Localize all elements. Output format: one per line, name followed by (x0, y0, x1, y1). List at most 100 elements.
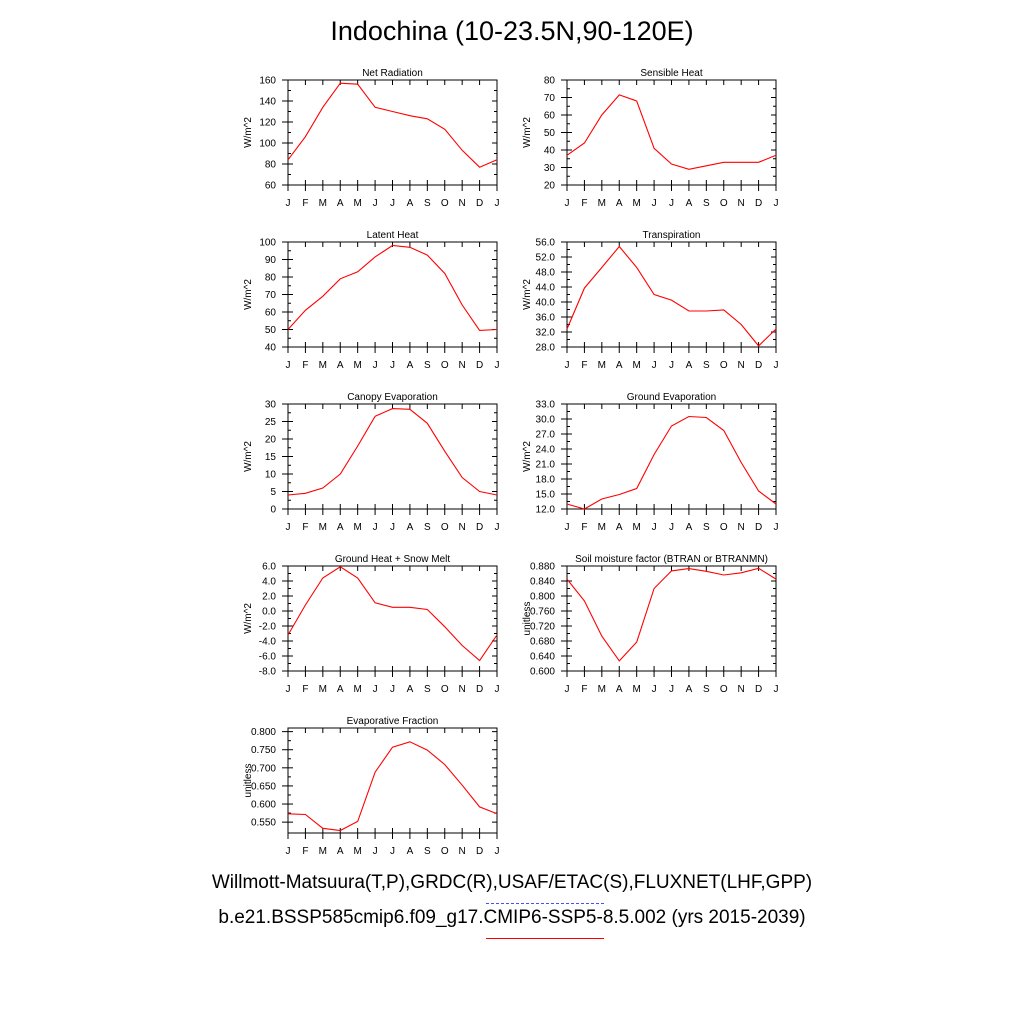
soil-moisture-factor-btran-or-btranmn-xtick-label: A (616, 684, 623, 695)
latent-heat-xtick-label: M (353, 360, 361, 371)
transpiration-xtick-label: S (703, 360, 710, 371)
sensible-heat-ytick-label: 40 (544, 146, 556, 157)
evaporative-fraction-ytick-label: 0.750 (251, 745, 276, 756)
ground-evaporation-ytick-label: 24.0 (536, 445, 556, 456)
latent-heat-xtick-label: M (319, 360, 327, 371)
canopy-evaporation-xtick-label: F (302, 522, 308, 533)
canopy-evaporation-ytick-label: 15 (265, 452, 277, 463)
latent-heat-xtick-label: N (459, 360, 466, 371)
evaporative-fraction-title: Evaporative Fraction (347, 716, 439, 727)
sensible-heat-ytick-label: 20 (544, 181, 556, 192)
soil-moisture-factor-btran-or-btranmn-ytick-label: 0.840 (530, 577, 555, 588)
ground-heat-snow-melt-xtick-label: M (319, 684, 327, 695)
soil-moisture-factor-btran-or-btranmn-ytick-label: 0.680 (530, 637, 555, 648)
soil-moisture-factor-btran-or-btranmn-ytick-label: 0.640 (530, 652, 555, 663)
ground-evaporation-ytick-label: 33.0 (536, 400, 556, 411)
transpiration-ytick-label: 28.0 (536, 343, 556, 354)
net-radiation-ytick-label: 80 (265, 160, 277, 171)
evaporative-fraction-ytick-label: 0.650 (251, 781, 276, 792)
sensible-heat-xtick-label: S (703, 198, 710, 209)
canopy-evaporation-xtick-label: N (459, 522, 466, 533)
transpiration-xtick-label: O (720, 360, 728, 371)
evaporative-fraction-xtick-label: F (302, 846, 308, 857)
ground-evaporation-xtick-label: M (632, 522, 640, 533)
net-radiation-xtick-label: F (302, 198, 308, 209)
ground-heat-snow-melt-ytick-label: -4.0 (259, 637, 277, 648)
net-radiation-xtick-label: N (459, 198, 466, 209)
ground-heat-snow-melt-xtick-label: S (424, 684, 431, 695)
transpiration-ytick-label: 52.0 (536, 253, 556, 264)
model-legend-label: b.e21.BSSP585cmip6.f09_g17.CMIP6-SSP5-8.… (218, 907, 806, 928)
sensible-heat-series-line (566, 94, 777, 170)
net-radiation-xtick-label: A (407, 198, 414, 209)
canopy-evaporation-ylabel: W/m^2 (243, 441, 254, 472)
sensible-heat-xtick-label: F (581, 198, 587, 209)
sensible-heat-xtick-label: D (755, 198, 762, 209)
sensible-heat-xtick-label: J (565, 198, 570, 209)
evaporative-fraction-xtick-label: M (319, 846, 327, 857)
latent-heat-ytick-label: 50 (265, 325, 277, 336)
ground-heat-snow-melt-ytick-label: 0.0 (262, 607, 276, 618)
net-radiation-xtick-label: D (476, 198, 483, 209)
ground-evaporation-ytick-label: 30.0 (536, 415, 556, 426)
net-radiation-xtick-label: M (353, 198, 361, 209)
net-radiation-frame (287, 79, 498, 186)
evaporative-fraction-series-line (287, 741, 498, 832)
latent-heat-xtick-label: F (302, 360, 308, 371)
latent-heat-xtick-label: J (495, 360, 500, 371)
ground-evaporation-ylabel: W/m^2 (522, 441, 533, 472)
soil-moisture-factor-btran-or-btranmn-xtick-label: F (581, 684, 587, 695)
canopy-evaporation-xtick-label: A (407, 522, 414, 533)
evaporative-fraction-xtick-label: J (286, 846, 291, 857)
ground-evaporation-xtick-label: N (738, 522, 745, 533)
ground-heat-snow-melt-xtick-label: J (286, 684, 291, 695)
canopy-evaporation-ytick-label: 10 (265, 470, 277, 481)
net-radiation-ylabel: W/m^2 (243, 117, 254, 148)
ground-heat-snow-melt-ytick-label: 2.0 (262, 592, 276, 603)
latent-heat-ytick-label: 100 (259, 238, 276, 249)
ground-heat-snow-melt-xtick-label: J (390, 684, 395, 695)
evaporative-fraction-xtick-label: S (424, 846, 431, 857)
ground-evaporation-xtick-label: M (598, 522, 606, 533)
ground-evaporation-ytick-label: 21.0 (536, 460, 556, 471)
ground-evaporation-xtick-label: J (652, 522, 657, 533)
evaporative-fraction-ylabel: unitless (243, 764, 254, 798)
ground-evaporation-ytick-label: 27.0 (536, 430, 556, 441)
latent-heat-ytick-label: 80 (265, 273, 277, 284)
canopy-evaporation-xtick-label: J (286, 522, 291, 533)
latent-heat-xtick-label: D (476, 360, 483, 371)
transpiration-frame (566, 241, 777, 348)
figure-title: Indochina (10-23.5N,90-120E) (330, 16, 694, 46)
canopy-evaporation-ytick-label: 5 (270, 487, 276, 498)
canopy-evaporation-xtick-label: D (476, 522, 483, 533)
ground-evaporation-xtick-label: A (616, 522, 623, 533)
sensible-heat-xtick-label: J (774, 198, 779, 209)
net-radiation-ytick-label: 140 (259, 97, 276, 108)
ground-heat-snow-melt-xtick-label: A (407, 684, 414, 695)
transpiration-ytick-label: 40.0 (536, 298, 556, 309)
soil-moisture-factor-btran-or-btranmn-xtick-label: S (703, 684, 710, 695)
ground-heat-snow-melt-ytick-label: 4.0 (262, 577, 276, 588)
soil-moisture-factor-btran-or-btranmn-ylabel: unitless (522, 602, 533, 636)
ground-heat-snow-melt-xtick-label: D (476, 684, 483, 695)
ground-evaporation-series-line (566, 415, 777, 510)
sensible-heat-xtick-label: A (686, 198, 693, 209)
ground-heat-snow-melt-ytick-label: 6.0 (262, 562, 276, 573)
transpiration-ytick-label: 56.0 (536, 238, 556, 249)
ground-heat-snow-melt-ytick-label: -8.0 (259, 667, 277, 678)
ground-heat-snow-melt-xtick-label: N (459, 684, 466, 695)
sensible-heat-xtick-label: J (652, 198, 657, 209)
sensible-heat-title: Sensible Heat (640, 68, 702, 79)
transpiration-xtick-label: M (598, 360, 606, 371)
transpiration-ylabel: W/m^2 (522, 279, 533, 310)
latent-heat-xtick-label: S (424, 360, 431, 371)
transpiration-xtick-label: J (669, 360, 674, 371)
latent-heat-ytick-label: 90 (265, 255, 277, 266)
ground-heat-snow-melt-series-line (287, 566, 498, 662)
ground-heat-snow-melt-ylabel: W/m^2 (243, 603, 254, 634)
